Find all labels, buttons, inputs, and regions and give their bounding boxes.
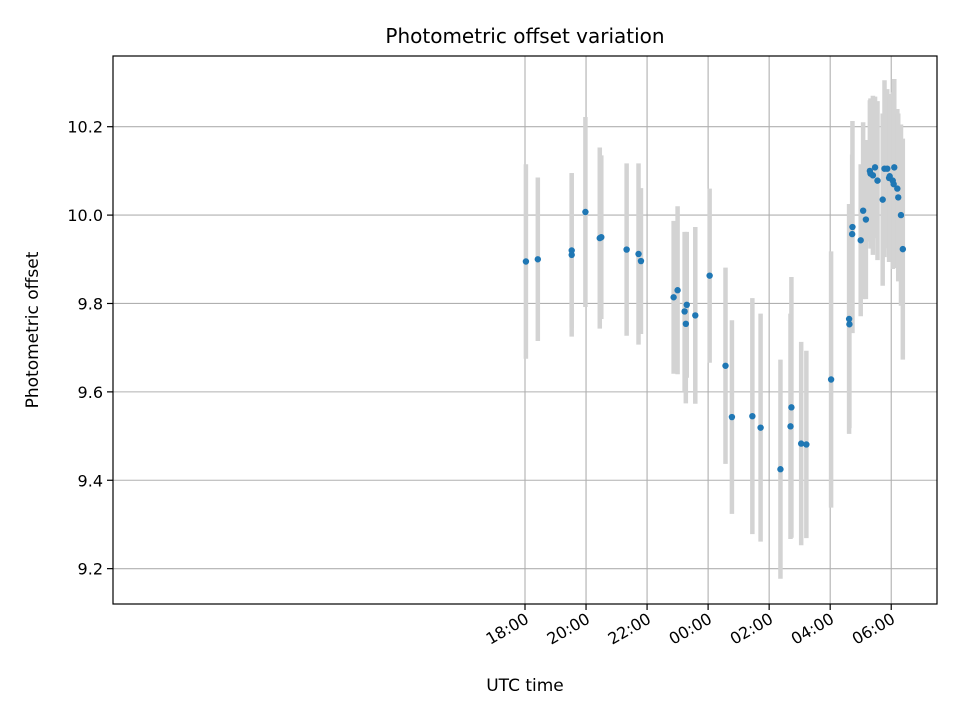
data-point bbox=[859, 207, 867, 214]
data-point bbox=[879, 196, 886, 203]
data-point bbox=[848, 230, 856, 238]
x-tick-label: 00:00 bbox=[666, 609, 715, 649]
y-tick-label: 9.2 bbox=[78, 560, 103, 579]
x-axis-label: UTC time bbox=[486, 676, 564, 696]
x-tick-label: 02:00 bbox=[727, 609, 776, 649]
data-point bbox=[749, 412, 756, 420]
data-point bbox=[788, 404, 795, 411]
x-axis-ticks: 18:00 20:00 22:00 00:00 02:00 04:00 06:00 bbox=[483, 604, 898, 649]
x-tick-label: 04:00 bbox=[788, 609, 837, 649]
data-point bbox=[899, 245, 907, 253]
data-point bbox=[797, 440, 805, 447]
data-point bbox=[857, 237, 864, 244]
data-point bbox=[845, 315, 853, 323]
y-axis-label: Photometric offset bbox=[23, 251, 43, 408]
data-point bbox=[897, 211, 905, 219]
data-point bbox=[757, 424, 764, 431]
data-point bbox=[534, 256, 542, 263]
data-point bbox=[682, 320, 690, 328]
data-point bbox=[891, 164, 898, 171]
data-point bbox=[777, 466, 784, 473]
data-point bbox=[674, 287, 681, 294]
data-point bbox=[722, 362, 729, 369]
error-bars bbox=[523, 78, 906, 579]
data-point bbox=[890, 180, 897, 188]
chart-title: Photometric offset variation bbox=[385, 24, 664, 48]
y-tick-label: 10.2 bbox=[67, 118, 103, 137]
data-point bbox=[871, 164, 879, 171]
data-point bbox=[846, 321, 853, 328]
data-point bbox=[728, 413, 736, 421]
data-point bbox=[568, 247, 575, 254]
data-point bbox=[637, 257, 645, 265]
data-point bbox=[623, 246, 630, 253]
y-tick-label: 9.6 bbox=[78, 383, 103, 402]
data-point bbox=[681, 308, 688, 315]
data-point bbox=[568, 251, 575, 259]
data-point bbox=[787, 423, 794, 430]
x-tick-label: 20:00 bbox=[544, 609, 593, 649]
data-point bbox=[670, 294, 677, 301]
x-tick-label: 22:00 bbox=[605, 609, 654, 649]
data-point bbox=[522, 258, 530, 265]
data-point bbox=[635, 250, 642, 258]
x-tick-label: 06:00 bbox=[849, 609, 898, 649]
data-point bbox=[683, 301, 690, 309]
data-point bbox=[869, 172, 877, 179]
data-point bbox=[884, 165, 891, 172]
data-point bbox=[894, 185, 901, 192]
data-point bbox=[827, 376, 835, 383]
y-tick-label: 9.4 bbox=[78, 471, 103, 490]
x-tick-label: 18:00 bbox=[483, 609, 532, 649]
data-point bbox=[598, 233, 605, 241]
data-point bbox=[706, 272, 713, 279]
y-axis-ticks: 9.2 9.4 9.6 9.8 10.0 10.2 bbox=[67, 118, 113, 579]
y-tick-label: 10.0 bbox=[67, 206, 103, 225]
data-point bbox=[895, 194, 902, 201]
y-tick-label: 9.8 bbox=[78, 294, 103, 313]
data-point bbox=[803, 441, 810, 448]
data-point bbox=[862, 216, 870, 223]
data-point bbox=[874, 177, 881, 184]
data-point bbox=[849, 223, 856, 231]
data-point bbox=[692, 312, 699, 319]
data-points bbox=[522, 164, 907, 473]
data-point bbox=[582, 208, 589, 216]
